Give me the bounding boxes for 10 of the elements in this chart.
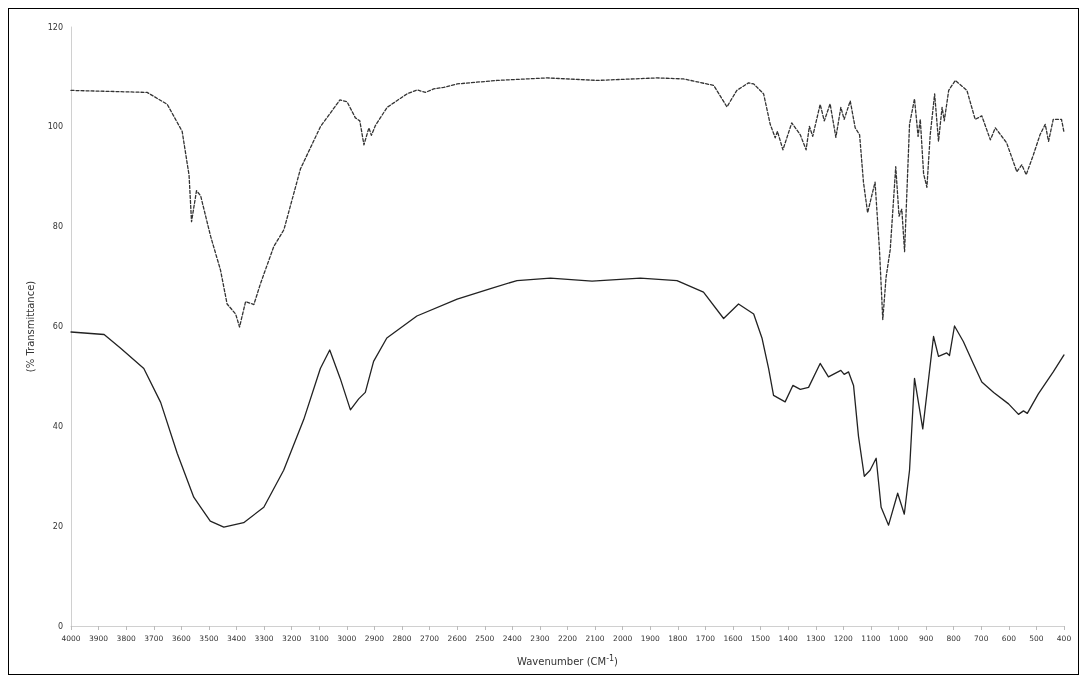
y-tick-label: 120 (47, 22, 63, 32)
y-tick-label: 0 (57, 621, 63, 631)
y-tick-label: 40 (52, 421, 63, 431)
y-tick-label: 60 (52, 322, 63, 331)
y-tick-label: 80 (52, 222, 63, 232)
line-series (70, 277, 1065, 528)
y-tick-label: 20 (52, 521, 63, 531)
line-series (70, 77, 1065, 328)
y-axis-title: (% Transmittance) (24, 280, 36, 373)
y-tick-label: 100 (47, 122, 63, 132)
